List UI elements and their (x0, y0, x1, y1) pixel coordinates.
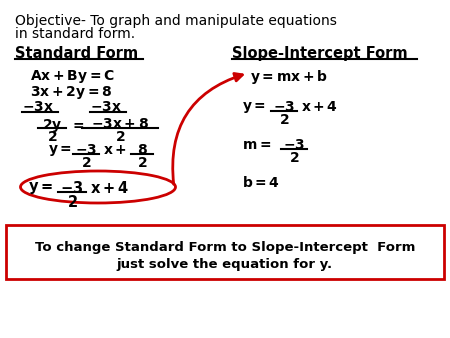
Text: $\mathbf{=}$: $\mathbf{=}$ (70, 117, 85, 131)
Text: $\mathbf{y =}$: $\mathbf{y =}$ (242, 100, 266, 115)
Text: $\mathbf{y =}$: $\mathbf{y =}$ (48, 143, 72, 158)
Text: Standard Form: Standard Form (15, 46, 138, 61)
Text: $\mathbf{-3}$: $\mathbf{-3}$ (273, 100, 295, 114)
Text: $\mathbf{8}$: $\mathbf{8}$ (136, 143, 148, 157)
Text: $\mathbf{2}$: $\mathbf{2}$ (289, 151, 299, 165)
Text: $\mathbf{-3}$: $\mathbf{-3}$ (75, 143, 97, 157)
Text: $\mathbf{b = 4}$: $\mathbf{b = 4}$ (242, 175, 280, 190)
Text: $\mathbf{2}$: $\mathbf{2}$ (67, 194, 77, 210)
Text: in standard form.: in standard form. (15, 27, 135, 41)
FancyArrowPatch shape (173, 73, 243, 184)
Text: $\mathbf{3x + 2y = 8}$: $\mathbf{3x + 2y = 8}$ (30, 84, 112, 101)
Text: $\mathbf{x + 4}$: $\mathbf{x + 4}$ (90, 180, 129, 196)
Text: $\mathbf{-3}$: $\mathbf{-3}$ (60, 180, 84, 196)
Text: Objective- To graph and manipulate equations: Objective- To graph and manipulate equat… (15, 14, 337, 28)
Text: $\mathbf{x + 4}$: $\mathbf{x + 4}$ (301, 100, 338, 114)
Text: $\mathbf{-3x + 8}$: $\mathbf{-3x + 8}$ (91, 117, 149, 131)
Text: $\mathbf{-3}$: $\mathbf{-3}$ (283, 138, 305, 152)
Text: $\mathbf{2}$: $\mathbf{2}$ (115, 130, 125, 144)
Text: $\mathbf{y =}$: $\mathbf{y =}$ (28, 180, 53, 196)
Text: To change Standard Form to Slope-Intercept  Form: To change Standard Form to Slope-Interce… (35, 241, 415, 254)
Text: $\mathbf{x +}$: $\mathbf{x +}$ (103, 143, 127, 157)
Text: $\mathbf{2}$: $\mathbf{2}$ (279, 113, 289, 127)
Text: just solve the equation for y.: just solve the equation for y. (117, 258, 333, 271)
Text: $\mathbf{m =}$: $\mathbf{m =}$ (242, 138, 271, 152)
Text: $\mathbf{2}$: $\mathbf{2}$ (81, 156, 91, 170)
Text: $\mathbf{-3x}$: $\mathbf{-3x}$ (90, 100, 122, 114)
Text: $\mathbf{2y}$: $\mathbf{2y}$ (42, 117, 62, 134)
Text: $\mathbf{-3x}$: $\mathbf{-3x}$ (22, 100, 54, 114)
Text: Slope-Intercept Form: Slope-Intercept Form (232, 46, 408, 61)
Text: $\mathbf{Ax + By = C}$: $\mathbf{Ax + By = C}$ (30, 68, 115, 85)
Text: $\mathbf{2}$: $\mathbf{2}$ (137, 156, 147, 170)
Text: $\mathbf{2}$: $\mathbf{2}$ (47, 130, 57, 144)
Text: $\mathbf{y = mx + b}$: $\mathbf{y = mx + b}$ (250, 68, 328, 86)
